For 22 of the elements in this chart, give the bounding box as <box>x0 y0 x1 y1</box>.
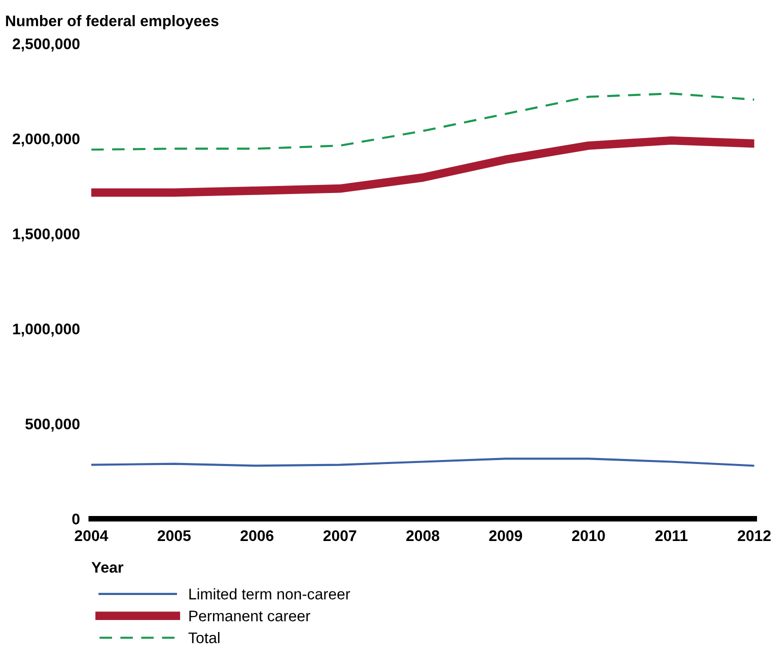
legend-label: Limited term non-career <box>189 588 350 600</box>
x-tick-label: 2009 <box>489 530 522 542</box>
line-series <box>91 458 754 467</box>
x-tick-label: 2012 <box>738 530 771 542</box>
x-tick-label: 2007 <box>323 530 356 542</box>
x-axis-title: Year <box>92 562 124 573</box>
line-series <box>91 92 754 151</box>
y-tick-label: 2,500,000 <box>12 38 80 52</box>
legend-label: Permanent career <box>189 610 310 622</box>
legend-label: Total <box>188 632 220 644</box>
y-tick-label: 0 <box>72 514 80 524</box>
y-tick-label: 2,000,000 <box>12 133 80 146</box>
y-tick-label: 500,000 <box>25 418 80 432</box>
x-tick-label: 2008 <box>406 530 440 542</box>
x-tick-label: 2010 <box>572 530 605 542</box>
y-tick-label: 1,500,000 <box>13 228 80 242</box>
y-tick-label: 1,000,000 <box>13 324 80 337</box>
x-tick-label: 2011 <box>655 530 688 542</box>
x-tick-label: 2005 <box>158 530 191 542</box>
x-tick-label: 2006 <box>240 530 274 542</box>
y-axis-title: Number of federal employees <box>6 15 218 30</box>
x-tick-label: 2004 <box>74 530 108 542</box>
